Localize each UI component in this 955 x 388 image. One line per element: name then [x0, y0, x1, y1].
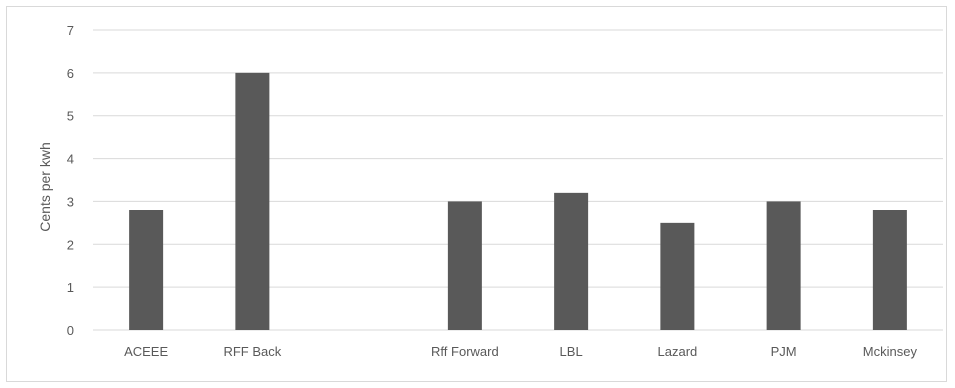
y-tick-label: 2 [67, 237, 74, 252]
bar-pjm [766, 201, 801, 330]
y-tick-label: 5 [67, 109, 74, 124]
y-tick-label: 1 [67, 280, 74, 295]
y-tick-label: 7 [67, 23, 74, 38]
y-tick-labels: 0 1 2 3 4 5 6 7 [67, 23, 74, 338]
y-tick-label: 0 [67, 323, 74, 338]
bar-mckinsey [872, 210, 907, 330]
x-tick-label: LBL [560, 344, 583, 359]
bar-lbl [554, 192, 589, 330]
bar-aceee [129, 210, 164, 330]
bars [129, 72, 907, 330]
x-tick-label: PJM [771, 344, 797, 359]
bar-lazard [660, 222, 695, 330]
y-tick-label: 4 [67, 152, 74, 167]
y-tick-label: 3 [67, 194, 74, 209]
x-tick-label: Mckinsey [863, 344, 918, 359]
y-tick-label: 6 [67, 66, 74, 81]
x-tick-label: ACEEE [124, 344, 168, 359]
x-tick-label: Lazard [658, 344, 698, 359]
bar-rff-forward [447, 201, 482, 330]
x-tick-label: Rff Forward [431, 344, 499, 359]
y-axis-title: Cents per kwh [37, 142, 53, 231]
gridlines [93, 29, 943, 331]
x-tick-labels: ACEEE RFF Back Rff Forward LBL Lazard PJM Mcki… [124, 344, 917, 359]
bar-rff-back [235, 72, 270, 330]
x-tick-label: RFF Back [223, 344, 281, 359]
